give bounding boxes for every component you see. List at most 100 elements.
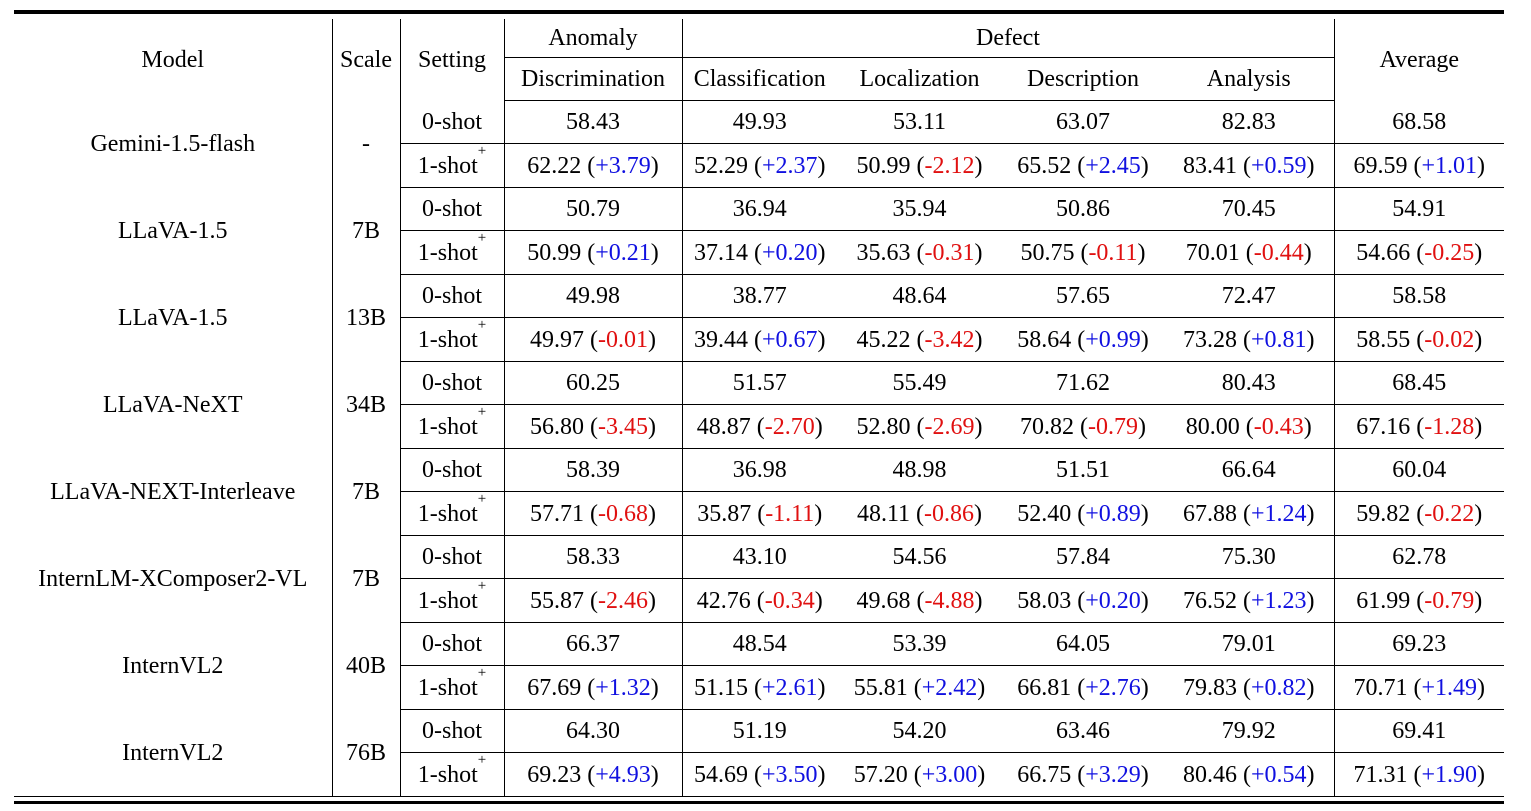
model-scale: 7B xyxy=(332,187,401,275)
cell-zero-classification: 48.54 xyxy=(682,622,837,666)
cell-zero-discrimination: 58.43 xyxy=(504,100,683,144)
cell-zero-classification: 43.10 xyxy=(682,535,837,579)
setting-zero-shot: 0-shot xyxy=(400,274,505,318)
cell-value: 52.40 xyxy=(1017,500,1072,527)
model-name: LLaVA-1.5 xyxy=(14,187,333,275)
model-name: InternLM-XComposer2-VL xyxy=(14,535,333,623)
cell-one-localization: 49.68 (-4.88) xyxy=(837,578,1002,623)
cell-zero-analysis: 80.43 xyxy=(1164,361,1335,405)
cell-one-average: 70.71 (+1.49) xyxy=(1334,665,1504,710)
cell-delta: +0.21 xyxy=(595,239,651,266)
cell-delta: +2.61 xyxy=(761,674,818,701)
model-scale: 13B xyxy=(332,274,401,362)
cell-delta: -0.79 xyxy=(1088,413,1138,440)
cell-zero-analysis: 79.01 xyxy=(1164,622,1335,666)
cell-zero-localization: 48.98 xyxy=(837,448,1002,492)
model-name: InternVL2 xyxy=(14,709,333,797)
cell-value: 66.75 xyxy=(1017,761,1072,788)
setting-one-shot-sup: + xyxy=(477,751,487,768)
cell-delta: -0.68 xyxy=(598,500,648,527)
setting-one-shot-label: 1-shot xyxy=(417,761,478,788)
cell-delta: +0.54 xyxy=(1250,761,1307,788)
setting-one-shot: 1-shot+ xyxy=(399,143,505,188)
cell-one-description: 65.52 (+2.45) xyxy=(1002,143,1164,188)
cell-value: 52.80 xyxy=(856,413,911,440)
cell-one-average: 59.82 (-0.22) xyxy=(1334,491,1504,536)
model-name: Gemini-1.5-flash xyxy=(14,100,333,188)
cell-value: 35.87 xyxy=(697,500,752,527)
col-header-scale: Scale xyxy=(332,19,401,101)
table-row: 1-shot+ 57.71 (-0.68) 35.87 (-1.11) 48.11 (… xyxy=(14,491,1504,536)
cell-delta: -0.34 xyxy=(764,587,815,614)
cell-value: 83.41 xyxy=(1182,152,1237,179)
cell-delta: +0.99 xyxy=(1085,326,1141,353)
setting-one-shot-sup: + xyxy=(477,403,487,420)
cell-delta: -2.12 xyxy=(924,152,975,179)
setting-one-shot: 1-shot+ xyxy=(399,751,505,797)
cell-delta: +0.59 xyxy=(1250,152,1307,179)
table-row: InternLM-XComposer2-VL 7B 0-shot 58.33 43.10… xyxy=(14,535,1504,623)
cell-one-description: 58.03 (+0.20) xyxy=(1002,578,1164,623)
cell-delta: -2.70 xyxy=(764,413,815,440)
setting-one-shot-sup: + xyxy=(477,577,487,594)
setting-one-shot: 1-shot+ xyxy=(399,230,505,275)
cell-zero-discrimination: 60.25 xyxy=(504,361,683,405)
cell-delta: -0.25 xyxy=(1424,239,1475,266)
cell-one-localization: 52.80 (-2.69) xyxy=(837,404,1002,449)
cell-delta: -0.44 xyxy=(1253,239,1304,266)
table-row: LLaVA-1.5 7B 0-shot 50.79 36.94 35.94 50.86 70.… xyxy=(14,187,1504,275)
cell-zero-description: 57.84 xyxy=(1002,535,1164,579)
cell-value: 37.14 xyxy=(693,239,748,266)
cell-delta: -2.69 xyxy=(924,413,975,440)
cell-delta: +1.24 xyxy=(1250,500,1307,527)
cell-one-analysis: 67.88 (+1.24) xyxy=(1164,491,1335,536)
cell-delta: +0.20 xyxy=(761,239,818,266)
setting-one-shot-label: 1-shot xyxy=(417,326,478,353)
cell-value: 58.55 xyxy=(1356,326,1411,353)
cell-value: 69.23 xyxy=(527,761,582,788)
cell-zero-classification: 49.93 xyxy=(682,100,837,144)
col-header-defect: Defect xyxy=(682,19,1335,58)
cell-value: 49.68 xyxy=(856,587,911,614)
cell-one-discrimination: 49.97 (-0.01) xyxy=(504,317,683,362)
cell-one-average: 58.55 (-0.02) xyxy=(1334,317,1504,362)
cell-one-localization: 35.63 (-0.31) xyxy=(837,230,1002,275)
model-scale: 7B xyxy=(332,535,401,623)
cell-one-average: 71.31 (+1.90) xyxy=(1334,752,1504,797)
setting-one-shot: 1-shot+ xyxy=(399,665,505,710)
cell-zero-average: 68.45 xyxy=(1334,361,1504,405)
cell-zero-classification: 38.77 xyxy=(682,274,837,318)
cell-value: 49.97 xyxy=(530,326,584,353)
cell-delta: +2.37 xyxy=(761,152,818,179)
cell-zero-analysis: 79.92 xyxy=(1164,709,1335,753)
cell-zero-description: 63.46 xyxy=(1002,709,1164,753)
cell-value: 67.16 xyxy=(1356,413,1411,440)
cell-delta: -3.42 xyxy=(924,326,975,353)
cell-one-analysis: 83.41 (+0.59) xyxy=(1164,143,1335,188)
cell-delta: -0.31 xyxy=(924,239,975,266)
cell-zero-localization: 54.20 xyxy=(837,709,1002,753)
cell-one-description: 50.75 (-0.11) xyxy=(1002,230,1164,275)
table-row: LLaVA-NEXT-Interleave 7B 0-shot 58.39 36.98 4… xyxy=(14,448,1504,536)
cell-one-analysis: 70.01 (-0.44) xyxy=(1164,230,1335,275)
cell-one-description: 66.81 (+2.76) xyxy=(1002,665,1164,710)
cell-zero-description: 63.07 xyxy=(1002,100,1164,144)
cell-zero-description: 51.51 xyxy=(1002,448,1164,492)
cell-zero-analysis: 82.83 xyxy=(1164,100,1335,144)
setting-one-shot-label: 1-shot xyxy=(417,500,478,527)
cell-one-classification: 42.76 (-0.34) xyxy=(682,578,837,623)
cell-delta: +1.32 xyxy=(595,674,651,701)
cell-delta: +1.90 xyxy=(1421,761,1478,788)
cell-delta: -2.46 xyxy=(598,587,648,614)
cell-value: 70.01 xyxy=(1185,239,1240,266)
cell-zero-average: 69.41 xyxy=(1334,709,1504,753)
cell-zero-localization: 54.56 xyxy=(837,535,1002,579)
cell-delta: +3.29 xyxy=(1085,761,1141,788)
cell-value: 55.81 xyxy=(853,674,908,701)
cell-delta: -0.86 xyxy=(924,500,975,527)
cell-one-classification: 37.14 (+0.20) xyxy=(682,230,837,275)
col-header-description: Description xyxy=(1002,57,1164,101)
cell-delta: +2.45 xyxy=(1085,152,1141,179)
cell-zero-description: 50.86 xyxy=(1002,187,1164,231)
cell-value: 55.87 xyxy=(530,587,584,614)
